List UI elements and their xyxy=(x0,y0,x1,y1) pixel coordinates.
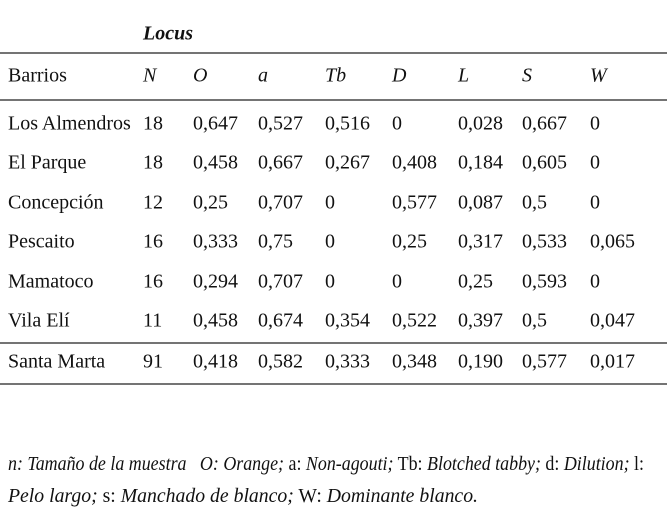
cell: 0,667 xyxy=(258,152,303,174)
cell: 0,408 xyxy=(392,152,437,174)
footnote-segment: Dominante blanco. xyxy=(326,485,478,507)
cell: 0,458 xyxy=(193,152,238,174)
cell: 0 xyxy=(590,152,600,174)
footnote-segment: Non-agouti; xyxy=(305,453,393,475)
total-cell: 0,348 xyxy=(392,351,437,373)
footnote-segment: d: xyxy=(541,453,564,475)
cell: 16 xyxy=(143,231,163,253)
cell: 0,267 xyxy=(325,152,370,174)
footnote-segment: Tb: xyxy=(394,453,428,475)
header-cell: Tb xyxy=(325,65,346,87)
cell: 0,75 xyxy=(258,231,293,253)
cell: 18 xyxy=(143,152,163,174)
cell: 0,516 xyxy=(325,113,370,135)
footnote-segment: l: xyxy=(630,453,644,475)
total-cell: 91 xyxy=(143,351,163,373)
footnote-line: n: Tamaño de la muestra O: Orange; a: No… xyxy=(8,453,644,475)
cell: 0,593 xyxy=(522,271,567,293)
row-label: Pescaito xyxy=(8,231,75,253)
cell: 0,605 xyxy=(522,152,567,174)
cell: 0 xyxy=(590,271,600,293)
cell: 0,527 xyxy=(258,113,303,135)
total-label: Santa Marta xyxy=(8,351,105,373)
row-label: Los Almendros xyxy=(8,113,131,135)
cell: 0,533 xyxy=(522,231,567,253)
cell: 0,707 xyxy=(258,271,303,293)
footnote-segment: Pelo largo; xyxy=(7,485,98,507)
cell: 0,647 xyxy=(193,113,238,135)
cell: 0,707 xyxy=(258,192,303,214)
header-cell: N xyxy=(142,65,158,87)
footnote-segment: W: xyxy=(294,485,327,507)
total-cell: 0,190 xyxy=(458,351,503,373)
cell: 0,25 xyxy=(193,192,228,214)
cell: 0,065 xyxy=(590,231,635,253)
footnote-segment: Manchado de blanco; xyxy=(120,485,294,507)
cell: 0 xyxy=(392,271,402,293)
cell: 0 xyxy=(325,271,335,293)
cell: 0,577 xyxy=(392,192,437,214)
header-cell: a xyxy=(258,65,268,87)
cell: 0,5 xyxy=(522,192,547,214)
row-label: Concepción xyxy=(8,192,104,214)
row-label: El Parque xyxy=(8,152,86,174)
cell: 0 xyxy=(590,113,600,135)
footnote-segment: n: Tamaño de la muestra O: Orange; xyxy=(8,453,284,475)
footnote-segment: a: xyxy=(284,453,306,475)
cell: 0 xyxy=(392,113,402,135)
cell: 0,184 xyxy=(458,152,503,174)
cell: 0,674 xyxy=(258,310,303,332)
cell: 0,028 xyxy=(458,113,503,135)
cell: 0,522 xyxy=(392,310,437,332)
cell: 0 xyxy=(325,231,335,253)
cell: 0,5 xyxy=(522,310,547,332)
row-label: Mamatoco xyxy=(8,271,94,293)
cell: 11 xyxy=(143,310,162,332)
total-cell: 0,577 xyxy=(522,351,567,373)
total-cell: 0,333 xyxy=(325,351,370,373)
header-cell: D xyxy=(391,65,407,87)
cell: 0,333 xyxy=(193,231,238,253)
cell: 0 xyxy=(325,192,335,214)
cell: 0,047 xyxy=(590,310,635,332)
cell: 0,458 xyxy=(193,310,238,332)
header-cell: Barrios xyxy=(8,65,67,87)
total-cell: 0,582 xyxy=(258,351,303,373)
footnote-segment: Dilution; xyxy=(563,453,630,475)
header-cell: L xyxy=(457,65,469,87)
cell: 0,25 xyxy=(392,231,427,253)
total-cell: 0,017 xyxy=(590,351,635,373)
header-cell: O xyxy=(193,65,207,87)
group-label: Locus xyxy=(142,23,193,45)
row-label: Vila Elí xyxy=(8,310,70,332)
cell: 0,294 xyxy=(193,271,238,293)
cell: 0,667 xyxy=(522,113,567,135)
cell: 0,354 xyxy=(325,310,370,332)
cell: 12 xyxy=(143,192,163,214)
footnote-line: Pelo largo; s: Manchado de blanco; W: Do… xyxy=(7,485,478,507)
footnote-segment: Blotched tabby; xyxy=(427,453,541,475)
footnote-segment: s: xyxy=(98,485,121,507)
cell: 0 xyxy=(590,192,600,214)
header-cell: S xyxy=(522,65,532,87)
cell: 0,317 xyxy=(458,231,503,253)
cell: 16 xyxy=(143,271,163,293)
cell: 0,25 xyxy=(458,271,493,293)
cell: 0,397 xyxy=(458,310,503,332)
cell: 18 xyxy=(143,113,163,135)
header-cell: W xyxy=(590,65,609,87)
total-cell: 0,418 xyxy=(193,351,238,373)
cell: 0,087 xyxy=(458,192,503,214)
